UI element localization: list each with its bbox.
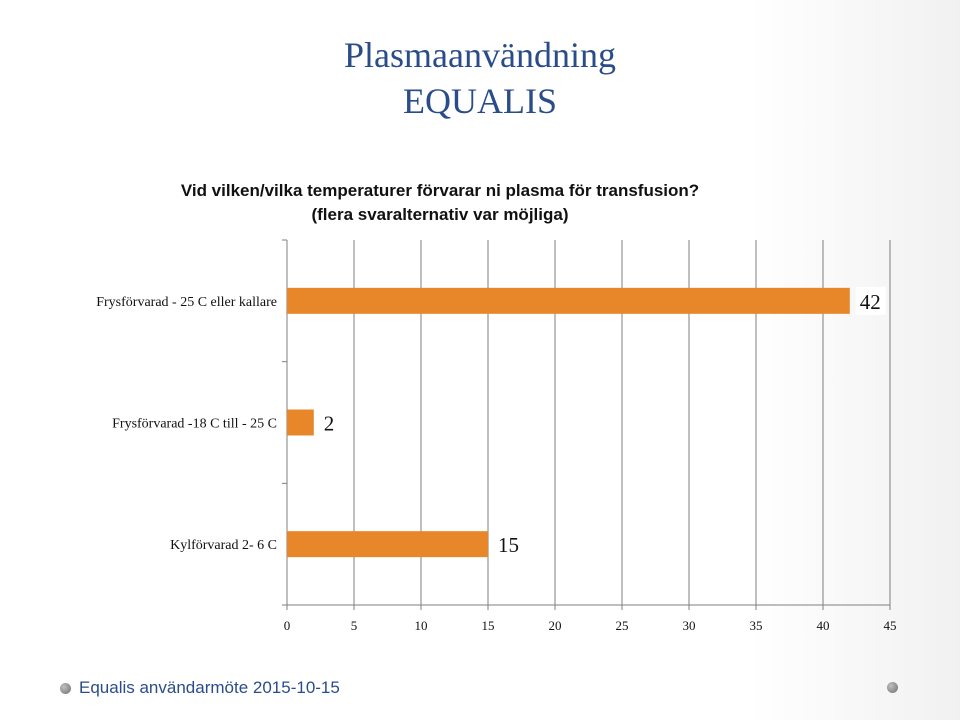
x-tick-label-3: 15 bbox=[482, 618, 495, 633]
bullet-dot-icon bbox=[60, 682, 71, 694]
x-tick-label-0: 0 bbox=[284, 618, 291, 633]
slide-title: Plasmaanvändning bbox=[344, 35, 616, 75]
x-tick-label-9: 45 bbox=[884, 618, 897, 633]
category-label-0: Frysförvarad - 25 C eller kallare bbox=[96, 295, 277, 310]
x-tick-label-7: 35 bbox=[750, 618, 763, 633]
bar-0 bbox=[287, 287, 850, 314]
corner-dot-icon bbox=[887, 682, 898, 693]
category-label-2: Kylförvarad 2- 6 C bbox=[170, 538, 277, 553]
footer-text: Equalis användarmöte 2015-10-15 bbox=[79, 678, 340, 697]
data-label-2: 15 bbox=[498, 533, 519, 557]
x-tick-label-2: 10 bbox=[415, 618, 428, 633]
slide-subtitle: EQUALIS bbox=[403, 81, 557, 121]
x-tick-label-8: 40 bbox=[817, 618, 830, 633]
data-label-1: 2 bbox=[324, 412, 335, 436]
category-label-1: Frysförvarad -18 C till - 25 C bbox=[112, 417, 277, 432]
footer: Equalis användarmöte 2015-10-15 bbox=[60, 676, 340, 700]
x-tick-label-5: 25 bbox=[616, 618, 629, 633]
x-tick-label-6: 30 bbox=[683, 618, 696, 633]
chart-subtitle: (flera svaralternativ var möjliga) bbox=[311, 205, 569, 224]
data-label-bg-1 bbox=[319, 408, 339, 437]
bar-2 bbox=[287, 531, 488, 558]
data-label-bg-2 bbox=[494, 530, 524, 559]
bar-1 bbox=[287, 409, 314, 436]
chart-title: Vid vilken/vilka temperaturer förvarar n… bbox=[180, 181, 700, 200]
data-label-0: 42 bbox=[860, 290, 881, 314]
data-label-bg-0 bbox=[855, 286, 886, 315]
x-tick-label-1: 5 bbox=[351, 618, 358, 633]
x-tick-label-4: 20 bbox=[549, 618, 562, 633]
